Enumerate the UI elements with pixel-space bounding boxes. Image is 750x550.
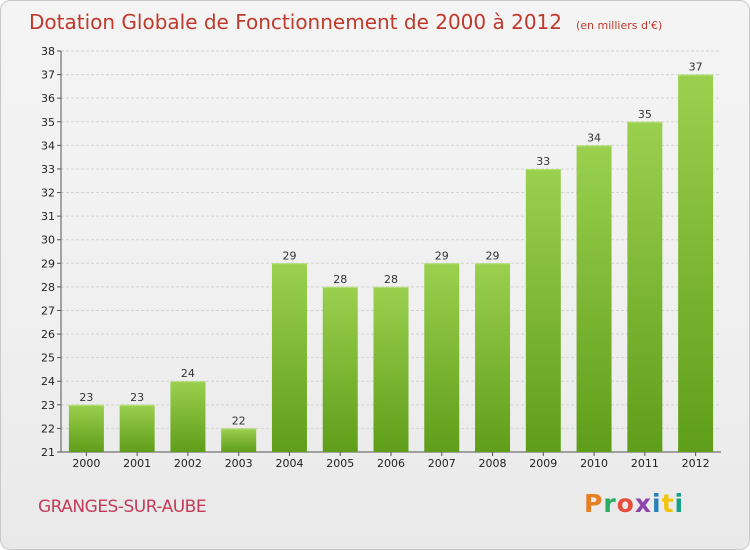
y-tick-label: 38 xyxy=(41,45,55,58)
x-tick-label: 2007 xyxy=(428,457,456,470)
y-tick-label: 21 xyxy=(41,446,55,459)
data-label-2008: 29 xyxy=(486,249,500,262)
logo-letter: r xyxy=(603,489,617,518)
y-tick-label: 30 xyxy=(41,234,55,247)
logo-letter: i xyxy=(674,489,685,518)
x-tick-label: 2006 xyxy=(377,457,405,470)
data-labels: 23 23 24 22 29 28 28 29 29 33 34 35 37 xyxy=(79,61,702,428)
x-tick-labels: 2000 2001 2002 2003 2004 2005 2006 2007 2008 2009… xyxy=(72,457,709,470)
logo-letter: o xyxy=(616,489,635,518)
y-tick-label: 23 xyxy=(41,399,55,412)
logo-letter: x xyxy=(634,489,652,518)
bar-2001 xyxy=(119,404,155,452)
bar-2011 xyxy=(627,121,663,452)
data-label-2010: 34 xyxy=(587,131,601,144)
y-tick-label: 22 xyxy=(41,422,55,435)
chart-title-text: Dotation Globale de Fonctionnement de 20… xyxy=(29,10,562,34)
x-tick-label: 2009 xyxy=(529,457,557,470)
bar-2012 xyxy=(678,74,714,453)
x-tick-label: 2012 xyxy=(682,457,710,470)
bar-2003 xyxy=(221,428,257,452)
y-tick-label: 29 xyxy=(41,257,55,270)
x-tick-label: 2000 xyxy=(72,457,100,470)
bar-2002 xyxy=(170,381,206,452)
data-label-2003: 22 xyxy=(232,414,246,427)
y-tick-label: 35 xyxy=(41,116,55,129)
y-tick-label: 32 xyxy=(41,187,55,200)
data-label-2009: 33 xyxy=(536,155,550,168)
data-label-2001: 23 xyxy=(130,391,144,404)
chart-unit: (en milliers d'€) xyxy=(576,19,663,32)
y-tick-label: 31 xyxy=(41,210,55,223)
y-tick-label: 24 xyxy=(41,375,55,388)
logo-letter: t xyxy=(661,489,675,518)
y-tick-label: 37 xyxy=(41,69,55,82)
x-tick-label: 2011 xyxy=(631,457,659,470)
y-tick-labels: 21 22 23 24 25 26 27 28 29 30 31 32 33 34 35 36 37 38 xyxy=(41,45,55,459)
data-label-2007: 29 xyxy=(435,249,449,262)
y-tick-label: 33 xyxy=(41,163,55,176)
x-tick-label: 2008 xyxy=(479,457,507,470)
x-tick-label: 2004 xyxy=(275,457,303,470)
y-tick-label: 36 xyxy=(41,92,55,105)
x-tick-label: 2003 xyxy=(225,457,253,470)
commune-name: GRANGES-SUR-AUBE xyxy=(38,497,207,517)
x-tick-label: 2005 xyxy=(326,457,354,470)
y-tick-label: 26 xyxy=(41,328,55,341)
bar-2000 xyxy=(68,404,104,452)
data-label-2004: 29 xyxy=(282,249,296,262)
y-tick-label: 34 xyxy=(41,139,55,152)
bar-2005 xyxy=(322,286,358,452)
data-label-2012: 37 xyxy=(689,61,703,74)
data-label-2006: 28 xyxy=(384,273,398,286)
x-tick-label: 2010 xyxy=(580,457,608,470)
y-tick-label: 28 xyxy=(41,281,55,294)
bar-2009 xyxy=(525,168,561,453)
data-label-2011: 35 xyxy=(638,108,652,121)
y-tick-label: 25 xyxy=(41,352,55,365)
data-label-2000: 23 xyxy=(79,391,93,404)
bar-2008 xyxy=(475,263,511,452)
x-tick-label: 2001 xyxy=(123,457,151,470)
data-label-2002: 24 xyxy=(181,367,195,380)
bar-2004 xyxy=(271,263,307,452)
bar-2006 xyxy=(373,286,409,452)
chart-title: Dotation Globale de Fonctionnement de 20… xyxy=(29,10,662,34)
y-tick-label: 27 xyxy=(41,304,55,317)
bar-2007 xyxy=(424,263,460,452)
data-label-2005: 28 xyxy=(333,273,347,286)
logo-letter: P xyxy=(584,489,604,518)
logo-letter: i xyxy=(652,489,662,518)
bar-2010 xyxy=(576,145,612,452)
proxiti-logo: Proxiti xyxy=(584,489,684,518)
bars xyxy=(68,74,714,453)
x-tick-label: 2002 xyxy=(174,457,202,470)
